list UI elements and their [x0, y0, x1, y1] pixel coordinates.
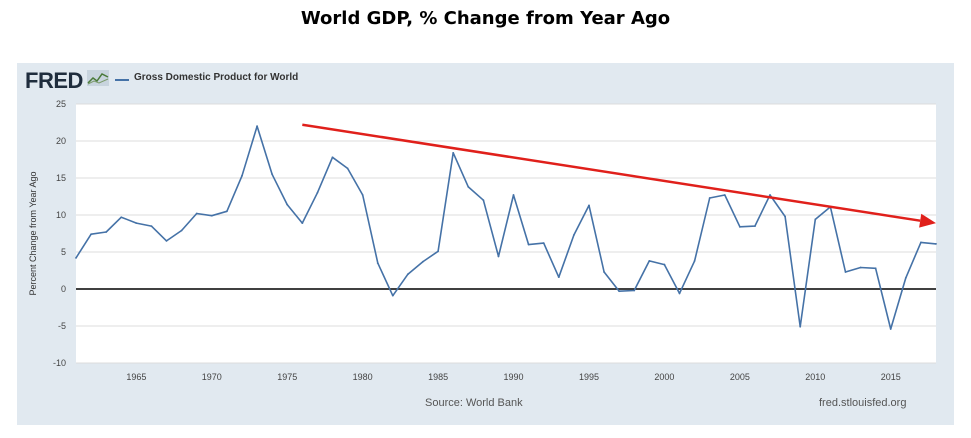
data-point	[769, 194, 771, 196]
data-point	[935, 242, 937, 245]
data-point	[859, 266, 862, 269]
y-tick-labels: -10 -5 0 5 10 15 20 25	[53, 99, 66, 368]
x-tick-labels: 1965 1970 1975 1980 1985 1990 1995 2000 2005 2010…	[126, 372, 900, 382]
data-point	[346, 167, 349, 170]
data-point	[557, 276, 560, 279]
data-points	[75, 125, 937, 330]
y-tick-label: 0	[61, 284, 66, 294]
plot-area	[76, 104, 936, 363]
data-point	[618, 290, 621, 293]
data-point	[316, 191, 319, 194]
y-axis-label: Percent Change from Year Ago	[28, 171, 38, 295]
y-tick-label: -5	[58, 321, 66, 331]
data-point	[437, 250, 440, 253]
data-point	[105, 231, 108, 233]
y-tick-label: 20	[56, 136, 66, 146]
data-point	[799, 325, 802, 328]
x-tick-label: 1980	[353, 372, 373, 382]
gridlines	[76, 103, 936, 364]
x-tick-label: 2000	[654, 372, 674, 382]
data-point	[497, 255, 500, 258]
x-tick-label: 2005	[730, 372, 750, 382]
data-point	[874, 267, 877, 270]
legend-swatch	[115, 79, 129, 81]
data-point	[376, 262, 379, 264]
data-point	[663, 263, 666, 266]
site-link[interactable]: fred.stlouisfed.org	[819, 397, 907, 409]
data-point	[286, 203, 289, 206]
data-point	[512, 194, 515, 196]
data-point	[120, 216, 123, 219]
data-point	[422, 260, 424, 263]
data-point	[135, 222, 138, 225]
x-tick-label: 1995	[579, 372, 599, 382]
data-point	[904, 277, 907, 279]
data-point	[256, 125, 258, 128]
data-point	[844, 271, 847, 273]
x-tick-label: 1965	[126, 372, 146, 382]
data-point	[920, 241, 922, 244]
data-point	[814, 218, 817, 221]
data-point	[271, 173, 274, 176]
fred-logo[interactable]: FRED	[25, 68, 83, 93]
data-point	[527, 243, 530, 246]
trend-arrow-shaft	[302, 123, 921, 222]
data-point	[738, 225, 741, 228]
x-tick-label: 1985	[428, 372, 448, 382]
data-point	[407, 273, 409, 276]
data-point	[165, 240, 168, 242]
data-point	[889, 328, 892, 330]
data-point	[452, 151, 455, 154]
x-tick-label: 2010	[805, 372, 825, 382]
legend-label[interactable]: Gross Domestic Product for World	[134, 72, 299, 83]
data-point	[723, 194, 726, 196]
data-point	[195, 212, 198, 215]
x-tick-label: 1970	[202, 372, 222, 382]
data-point	[331, 156, 334, 159]
data-point	[301, 222, 304, 225]
fred-header: FRED Gross Domestic Product for World	[17, 63, 954, 99]
y-tick-label: -10	[53, 358, 66, 368]
trend-arrow-head	[919, 213, 936, 228]
x-tick-label: 2015	[881, 372, 901, 382]
y-tick-label: 5	[61, 247, 66, 257]
data-point	[75, 257, 77, 259]
data-point	[542, 242, 545, 245]
page-title: World GDP, % Change from Year Ago	[300, 8, 671, 29]
data-point	[648, 259, 651, 262]
data-point	[180, 229, 183, 232]
y-tick-label: 10	[56, 210, 66, 220]
x-tick-label: 1990	[504, 372, 524, 382]
data-point	[90, 233, 92, 236]
data-point	[391, 294, 394, 297]
series-line	[75, 125, 937, 330]
data-point	[225, 210, 228, 213]
trend-annotation	[302, 123, 936, 228]
fred-chart-icon	[87, 70, 109, 86]
data-point	[361, 194, 364, 196]
x-tick-label: 1975	[277, 372, 297, 382]
data-point	[241, 174, 243, 177]
data-point	[210, 214, 213, 217]
data-point	[708, 197, 711, 199]
data-point	[603, 271, 605, 273]
data-point	[754, 225, 756, 228]
data-point	[572, 234, 575, 236]
data-point	[678, 292, 681, 295]
y-tick-label: 15	[56, 173, 66, 183]
data-point	[150, 225, 153, 228]
source-label: Source: World Bank	[425, 397, 523, 409]
y-tick-label: 25	[56, 99, 66, 109]
data-point	[633, 289, 636, 292]
data-point	[784, 215, 787, 218]
data-point	[482, 199, 485, 202]
data-point	[693, 259, 696, 262]
data-point	[467, 185, 470, 188]
data-point	[588, 204, 590, 207]
